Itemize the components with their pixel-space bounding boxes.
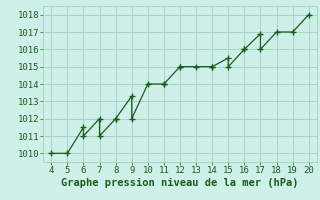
X-axis label: Graphe pression niveau de la mer (hPa): Graphe pression niveau de la mer (hPa) [61, 178, 299, 188]
